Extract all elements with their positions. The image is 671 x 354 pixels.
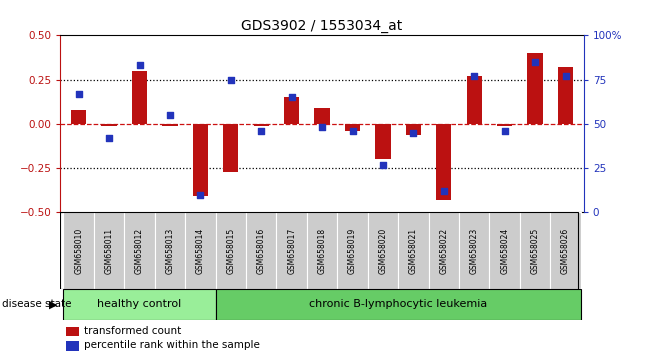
Text: healthy control: healthy control [97,299,182,309]
Text: GSM658020: GSM658020 [378,227,387,274]
Bar [398,212,429,289]
Bar [527,53,543,124]
Bar [66,341,79,351]
Bar [276,212,307,289]
Point [378,162,389,167]
Text: GSM658015: GSM658015 [226,227,236,274]
Bar [558,67,573,124]
Bar [406,124,421,135]
Point [134,63,145,68]
Text: GSM658021: GSM658021 [409,227,418,274]
Bar [94,212,124,289]
Point [73,91,84,97]
Text: GSM658013: GSM658013 [166,227,174,274]
Text: GSM658012: GSM658012 [135,227,144,274]
Point [347,128,358,134]
Text: GSM658023: GSM658023 [470,227,478,274]
Text: transformed count: transformed count [84,326,181,336]
Text: chronic B-lymphocytic leukemia: chronic B-lymphocytic leukemia [309,299,487,309]
Bar [223,124,238,172]
Text: ▶: ▶ [49,299,58,309]
Bar [124,212,155,289]
Point [469,73,480,79]
Text: GSM658016: GSM658016 [257,227,266,274]
Bar [193,124,208,196]
Text: GSM658018: GSM658018 [317,227,327,274]
Point [408,130,419,136]
Text: percentile rank within the sample: percentile rank within the sample [84,341,260,350]
Text: GSM658024: GSM658024 [500,227,509,274]
Bar [338,212,368,289]
Bar [315,108,329,124]
Bar [155,212,185,289]
Point [225,77,236,82]
Bar [185,212,215,289]
Bar [246,212,276,289]
Bar [66,327,79,336]
Bar [71,110,87,124]
Point [499,128,510,134]
Bar [101,124,117,126]
Bar [520,212,550,289]
Bar [215,289,580,320]
Text: GSM658011: GSM658011 [105,227,113,274]
Point [560,73,571,79]
Bar [215,212,246,289]
Bar [162,124,178,126]
Bar [64,289,215,320]
Bar [489,212,520,289]
Point [287,95,297,100]
Bar [254,124,269,126]
Bar [466,76,482,124]
Point [438,188,449,194]
Bar [436,124,452,200]
Bar [368,212,398,289]
Bar [375,124,391,159]
Point [164,112,175,118]
Text: GSM658019: GSM658019 [348,227,357,274]
Text: disease state: disease state [2,299,72,309]
Bar [64,212,94,289]
Bar [459,212,489,289]
Point [195,192,206,198]
Point [317,125,327,130]
Text: GSM658026: GSM658026 [561,227,570,274]
Point [256,128,266,134]
Text: GSM658017: GSM658017 [287,227,296,274]
Bar [132,71,147,124]
Bar [550,212,580,289]
Point [104,135,115,141]
Bar [284,97,299,124]
Bar [497,124,512,126]
Text: GSM658025: GSM658025 [531,227,539,274]
Text: GSM658010: GSM658010 [74,227,83,274]
Bar [307,212,338,289]
Bar [429,212,459,289]
Text: GSM658022: GSM658022 [440,227,448,274]
Text: GSM658014: GSM658014 [196,227,205,274]
Title: GDS3902 / 1553034_at: GDS3902 / 1553034_at [242,19,403,33]
Point [529,59,540,65]
Bar [345,124,360,131]
